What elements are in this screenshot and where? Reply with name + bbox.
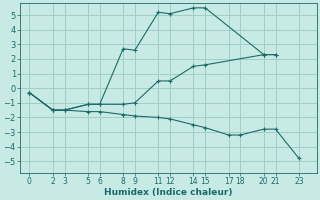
X-axis label: Humidex (Indice chaleur): Humidex (Indice chaleur) (104, 188, 233, 197)
